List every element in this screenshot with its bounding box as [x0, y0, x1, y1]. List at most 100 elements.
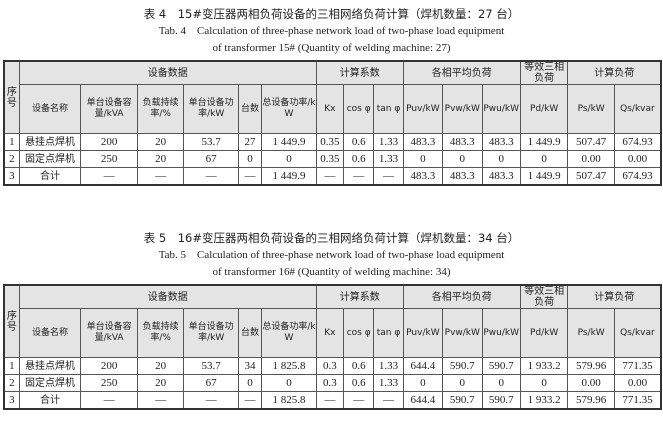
table-cell: —: [136, 167, 185, 186]
table-cell: 483.3: [481, 167, 521, 186]
column-header: Puv/kW: [402, 308, 444, 358]
table-cell: 1: [3, 357, 20, 375]
table-cell: —: [80, 167, 138, 186]
load-calculation-table: 序号 设备数据 计算系数 各相平均负荷 等效三相负荷 计算负荷 设备名称 单台设备容量/kVA…: [3, 60, 662, 186]
table-cell: 2: [3, 374, 20, 392]
column-header: Pvw/kW: [442, 84, 483, 134]
column-header: Pd/kW: [519, 84, 569, 134]
table-cell: 27: [237, 133, 263, 151]
table-cell: 悬挂点焊机: [18, 357, 82, 375]
table-cell: 0.6: [343, 374, 375, 392]
column-header: cos φ: [343, 308, 375, 358]
caption-english-line1: Tab. 4 Calculation of three-phase networ…: [158, 25, 505, 37]
table-cell: 0.00: [567, 374, 615, 392]
group-header: 计算负荷: [567, 60, 662, 85]
table-cell: 固定点焊机: [18, 374, 82, 392]
table-cell: —: [315, 167, 345, 186]
table-row: 1 悬挂点焊机 200 20 53.7 27 1 449.9 0.35 0.6 1.33 483.3…: [3, 133, 662, 151]
column-header: Qs/kvar: [613, 84, 662, 134]
table-cell: 0.3: [315, 374, 345, 392]
column-header: Kx: [315, 84, 345, 134]
table-cell: 悬挂点焊机: [18, 133, 82, 151]
column-header-row: 设备名称 单台设备容量/kVA 负载持续率/% 单台设备功率/kW 台数 总设备功率/kW…: [4, 84, 662, 134]
table-row: 3 合计 — — — —1 825.8— — —644.4 590.7 590.7 1 933.2 5…: [3, 391, 662, 410]
table-cell: 674.93: [613, 167, 662, 186]
column-header: Pvw/kW: [442, 308, 483, 358]
table-cell: 507.47: [567, 167, 615, 186]
column-header-row: 设备名称 单台设备容量/kVA 负载持续率/% 单台设备功率/kW 台数 总设备功率/kW…: [4, 308, 662, 358]
group-header-row: 序号 设备数据 计算系数 各相平均负荷 等效三相负荷 计算负荷: [3, 60, 662, 134]
table-cell: 590.7: [481, 357, 521, 375]
column-header: Ps/kW: [567, 308, 615, 358]
table-cell: 1 825.8: [261, 357, 317, 375]
table-cell: 0.00: [567, 150, 615, 168]
table-cell: —: [343, 391, 375, 410]
table-cell: 20: [136, 374, 185, 392]
table-cell: 3: [3, 167, 20, 186]
table-cell: 483.3: [481, 133, 521, 151]
table-cell: 579.96: [567, 357, 615, 375]
table-cell: 0.00: [613, 150, 662, 168]
table-cell: 771.35: [613, 391, 662, 410]
table-cell: 34: [237, 357, 263, 375]
column-header: Ps/kW: [567, 84, 615, 134]
column-header: 单台设备功率/kW: [183, 308, 239, 358]
table-cell: 0: [481, 150, 521, 168]
table-cell: 250: [80, 150, 138, 168]
table-cell: 1.33: [373, 133, 404, 151]
table-cell: —: [315, 391, 345, 410]
table-cell: 1 933.2: [519, 357, 569, 375]
table-cell: 合计: [18, 167, 82, 186]
table-cell: 67: [183, 150, 239, 168]
table-cell: 1.33: [373, 150, 404, 168]
table-cell: 20: [136, 150, 185, 168]
table-cell: 771.35: [613, 357, 662, 375]
table-cell: 1 449.9: [261, 167, 317, 186]
table-cell: 0.6: [343, 133, 375, 151]
table-cell: 0: [519, 374, 569, 392]
table-cell: 0: [261, 150, 317, 168]
group-header: 等效三相负荷: [519, 60, 569, 85]
table-cell: 483.3: [402, 133, 444, 151]
table-caption: 表 5 16#变压器两相负荷设备的三相网络负荷计算（焊机数量：34 台） Tab.…: [0, 230, 663, 281]
table-cell: 0: [402, 150, 444, 168]
group-header: 计算系数: [315, 284, 404, 309]
table-row: 1 悬挂点焊机 200 20 53.7 34 1 825.8 0.3 0.6 1.33 644.4 5…: [3, 357, 662, 375]
table-cell: 1: [3, 133, 20, 151]
table-cell: 0: [261, 374, 317, 392]
column-header: tan φ: [373, 308, 404, 358]
column-header: 单台设备功率/kW: [183, 84, 239, 134]
table-cell: —: [237, 391, 263, 410]
group-header: 设备数据: [18, 60, 317, 85]
table-cell: 1 933.2: [519, 391, 569, 410]
table-cell: —: [373, 391, 404, 410]
table-cell: 483.3: [442, 167, 483, 186]
table-cell: 0: [481, 374, 521, 392]
group-header: 各相平均负荷: [402, 60, 521, 85]
caption-english-line2: of transformer 16# (Quantity of welding …: [212, 266, 451, 278]
table-cell: 1 449.9: [519, 133, 569, 151]
column-header: 总设备功率/kW: [261, 308, 317, 358]
group-header: 序号: [3, 60, 20, 134]
table-cell: 579.96: [567, 391, 615, 410]
column-header: Puv/kW: [402, 84, 444, 134]
load-calculation-table: 序号 设备数据 计算系数 各相平均负荷 等效三相负荷 计算负荷 设备名称 单台设备容量/kVA…: [3, 284, 662, 410]
column-header: Pwu/kW: [481, 308, 521, 358]
column-header: tan φ: [373, 84, 404, 134]
table-cell: —: [343, 167, 375, 186]
column-header: 设备名称: [18, 84, 82, 134]
column-header: cos φ: [343, 84, 375, 134]
column-header: Qs/kvar: [613, 308, 662, 358]
table-cell: 590.7: [481, 391, 521, 410]
column-header: Kx: [315, 308, 345, 358]
table-cell: 483.3: [402, 167, 444, 186]
table-cell: 3: [3, 391, 20, 410]
table-cell: —: [237, 167, 263, 186]
table-cell: 0: [237, 150, 263, 168]
group-header: 计算系数: [315, 60, 404, 85]
column-header: Pwu/kW: [481, 84, 521, 134]
column-header: 单台设备容量/kVA: [80, 308, 138, 358]
column-header: Pd/kW: [519, 308, 569, 358]
column-header: 设备名称: [18, 308, 82, 358]
table-cell: 1 449.9: [519, 167, 569, 186]
